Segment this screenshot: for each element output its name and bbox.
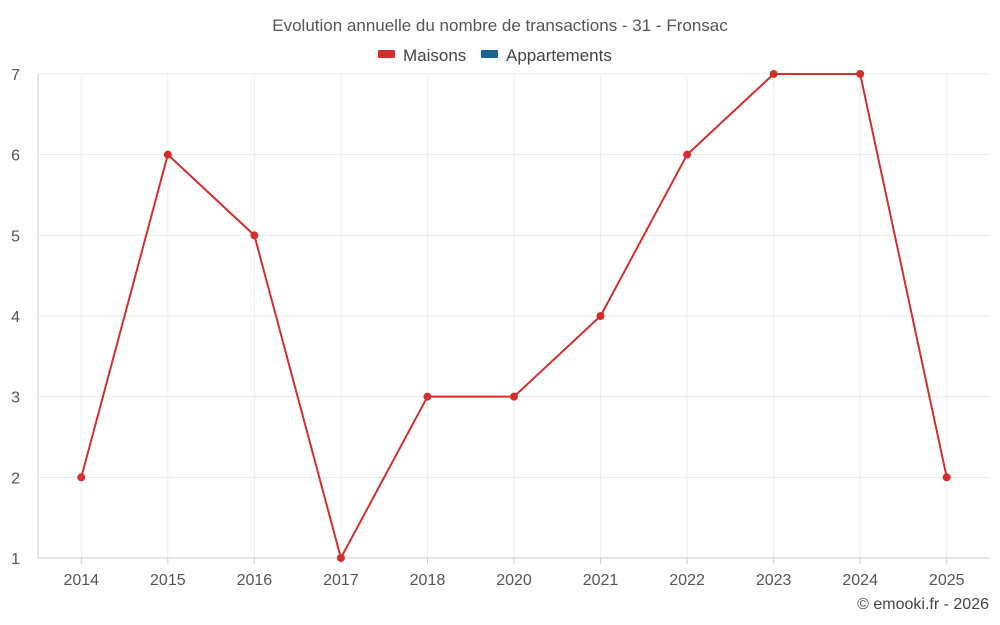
legend-swatch-appartements: [481, 50, 498, 58]
data-point-maisons-2014[interactable]: [77, 473, 86, 482]
x-tick-label-2020: 2020: [496, 572, 532, 589]
y-tick-label-7: 7: [11, 67, 20, 84]
x-tick-label-2017: 2017: [323, 572, 359, 589]
chart-title: Evolution annuelle du nombre de transact…: [272, 16, 728, 35]
y-tick-label-4: 4: [11, 309, 20, 326]
y-tick-label-5: 5: [11, 228, 20, 245]
legend-label-maisons: Maisons: [403, 46, 466, 65]
credit-text: © emooki.fr - 2026: [857, 596, 989, 613]
legend: Maisons Appartements: [378, 46, 612, 65]
y-axis-ticks: 1 2 3 4 5 6 7: [11, 67, 20, 568]
x-tick-label-2014: 2014: [63, 572, 99, 589]
y-tick-label-2: 2: [11, 470, 20, 487]
x-tick-label-2021: 2021: [583, 572, 619, 589]
x-axis-ticks: 2014 2015 2016 2017 2018 2020 2021 2022 2023 2024…: [63, 572, 964, 589]
data-point-maisons-2020[interactable]: [510, 392, 518, 401]
x-tick-label-2024: 2024: [842, 572, 878, 589]
x-tick-label-2025: 2025: [929, 572, 965, 589]
data-point-maisons-2024[interactable]: [856, 70, 865, 78]
data-point-maisons-2015[interactable]: [163, 150, 172, 159]
x-tick-label-2022: 2022: [669, 572, 705, 589]
x-tick-label-2016: 2016: [237, 572, 273, 589]
legend-swatch-maisons: [378, 50, 395, 58]
data-point-maisons-2023[interactable]: [769, 70, 778, 78]
data-point-maisons-2021[interactable]: [596, 312, 605, 320]
legend-item-appartements[interactable]: Appartements: [481, 46, 612, 65]
data-point-maisons-2025[interactable]: [942, 473, 951, 482]
axes: [37, 74, 990, 564]
legend-item-maisons[interactable]: Maisons: [378, 46, 466, 65]
series-maisons: [77, 70, 951, 562]
y-tick-label-1: 1: [11, 551, 20, 568]
y-tick-label-6: 6: [11, 148, 20, 165]
y-tick-label-3: 3: [11, 390, 20, 407]
data-point-maisons-2016[interactable]: [250, 231, 259, 240]
data-point-maisons-2018[interactable]: [423, 392, 432, 401]
grid: [38, 73, 990, 559]
legend-label-appartements: Appartements: [506, 46, 612, 65]
x-tick-label-2018: 2018: [410, 572, 446, 589]
data-point-maisons-2022[interactable]: [683, 150, 692, 159]
data-point-maisons-2017[interactable]: [336, 554, 345, 562]
x-tick-label-2015: 2015: [150, 572, 186, 589]
x-tick-label-2023: 2023: [756, 572, 792, 589]
